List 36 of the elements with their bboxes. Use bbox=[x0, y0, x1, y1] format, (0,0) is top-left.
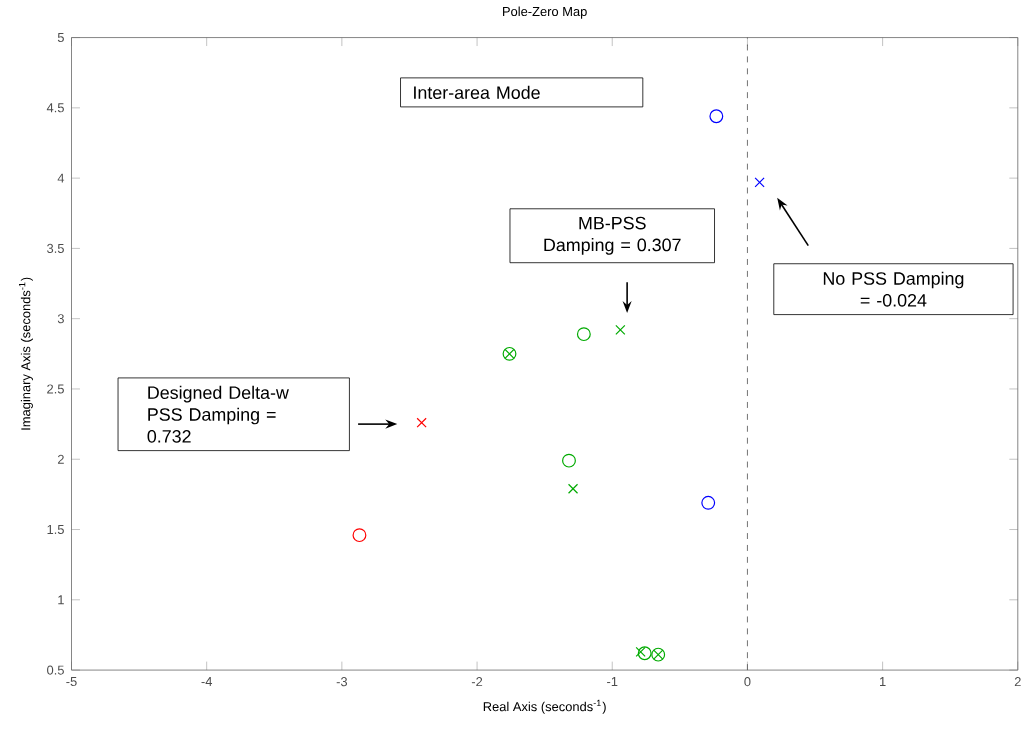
y-tick-label: 4 bbox=[57, 173, 65, 183]
x-tick-label: -5 bbox=[66, 677, 77, 687]
point bbox=[709, 109, 724, 124]
y-tick-label: 3.5 bbox=[47, 244, 64, 254]
annotation: Inter-area Mode bbox=[414, 85, 540, 100]
y-tick-label: 4.5 bbox=[46, 103, 64, 113]
point bbox=[352, 528, 367, 543]
annotation: MB-PSS Damping = 0.307 bbox=[544, 216, 681, 255]
point bbox=[416, 417, 427, 428]
y-tick-label: 3 bbox=[57, 314, 64, 324]
point bbox=[701, 496, 716, 510]
y-tick-label: 1.5 bbox=[47, 525, 64, 535]
y-tick-label: 0.5 bbox=[47, 665, 64, 675]
x-tick-label: 1 bbox=[880, 677, 886, 687]
point bbox=[637, 646, 652, 661]
chart-title: Pole-Zero Map bbox=[503, 6, 587, 19]
point bbox=[576, 327, 591, 342]
point bbox=[635, 646, 646, 658]
point bbox=[754, 177, 765, 188]
annotation: Designed Delta-w PSS Damping = 0.732 bbox=[147, 386, 289, 443]
x-tick-label: 0 bbox=[744, 677, 751, 687]
x-tick-label: -2 bbox=[471, 677, 483, 687]
y-axis-title: Imaginary Axis (seconds$^{-1}$) bbox=[18, 277, 33, 430]
point bbox=[615, 325, 626, 336]
y-tick-label: 2 bbox=[57, 454, 64, 464]
x-tick-label: -4 bbox=[201, 677, 213, 687]
x-axis-title: Real Axis (seconds$^{-1}$) bbox=[483, 700, 606, 714]
point bbox=[567, 483, 579, 495]
x-tick-label: -3 bbox=[336, 677, 348, 687]
x-tick-label: 2 bbox=[1014, 677, 1021, 687]
y-tick-label: 2.5 bbox=[47, 384, 64, 394]
x-tick-label: -1 bbox=[607, 677, 618, 687]
point bbox=[562, 453, 576, 468]
y-tick-label: 5 bbox=[57, 33, 64, 43]
annotation: No PSS Damping = -0.024 bbox=[823, 271, 964, 307]
y-tick-label: 1 bbox=[58, 595, 64, 605]
